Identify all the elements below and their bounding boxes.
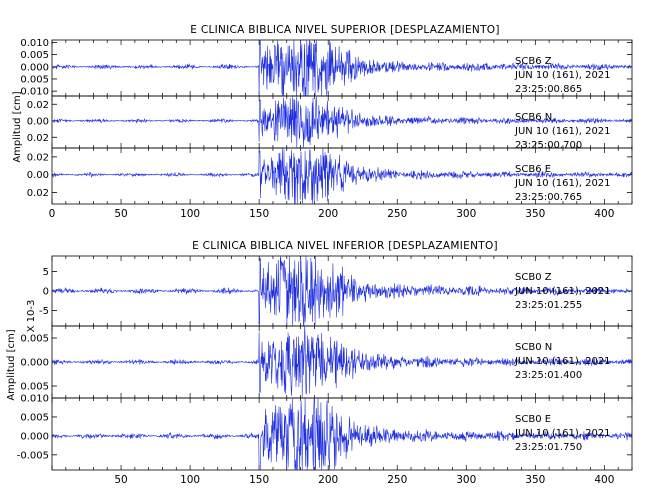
- waveform-trace: [51, 255, 633, 327]
- y-tick-label: 0.010: [20, 38, 49, 49]
- x-tick-label: 100: [180, 474, 200, 486]
- x-tick-label: 50: [114, 474, 127, 486]
- waveform-trace: [51, 397, 633, 471]
- y-tick-label: 0.00: [27, 116, 49, 127]
- y-tick-label: 0.02: [27, 188, 49, 199]
- upper-title: E CLINICA BIBLICA NIVEL SUPERIOR [DESPLA…: [190, 24, 500, 36]
- y-tick-label: 0.02: [27, 152, 49, 163]
- y-tick-label: 0.005: [20, 382, 49, 393]
- y-tick-label: 0.005: [20, 50, 49, 61]
- x-tick-label: 350: [525, 474, 545, 486]
- y-tick-label: 0: [43, 287, 49, 298]
- time-label: 23:25:01.750: [515, 442, 582, 453]
- station-label: SCB0 E: [515, 414, 551, 425]
- y-tick-label: 0.02: [27, 100, 49, 111]
- y-tick-label: 0.02: [27, 133, 49, 144]
- waveform-trace: [51, 147, 633, 205]
- y-tick-label: 0.005: [20, 74, 49, 85]
- date-label: JUN 10 (161), 2021: [514, 286, 611, 297]
- lower-ylabel: Amplitud [cm]: [6, 329, 17, 400]
- x-tick-label: 50: [114, 208, 127, 220]
- y-tick-label: 5: [43, 267, 49, 278]
- date-label: JUN 10 (161), 2021: [514, 126, 611, 137]
- x-tick-label: 300: [456, 474, 476, 486]
- y-tick-label: 0.005: [20, 412, 49, 423]
- y-tick-label: -0.005: [17, 450, 49, 461]
- date-label: JUN 10 (161), 2021: [514, 428, 611, 439]
- station-label: SCB6 E: [515, 164, 551, 175]
- waveform-trace: [51, 325, 633, 398]
- x-tick-label: 350: [525, 208, 545, 220]
- y-tick-label: 0.00: [27, 170, 49, 181]
- x-tick-label: 250: [387, 474, 407, 486]
- y-tick-label: 0.005: [20, 334, 49, 345]
- x-tick-label: 150: [249, 208, 269, 220]
- waveform-trace: [51, 39, 633, 97]
- x-tick-label: 150: [249, 474, 269, 486]
- time-label: 23:25:00.700: [515, 140, 582, 151]
- x-tick-label: 300: [456, 208, 476, 220]
- x-tick-label: 0: [49, 208, 56, 220]
- waveform-trace: [51, 95, 633, 149]
- lower-title: E CLINICA BIBLICA NIVEL INFERIOR [DESPLA…: [192, 240, 498, 252]
- station-label: SCB6 Z: [515, 56, 552, 67]
- y-tick-label: 0.010: [20, 87, 49, 98]
- station-label: SCB0 N: [515, 342, 552, 353]
- y-tick-label: 0.000: [20, 62, 49, 73]
- time-label: 23:25:00.865: [515, 84, 582, 95]
- x-tick-label: 400: [594, 474, 614, 486]
- x-tick-label: 250: [387, 208, 407, 220]
- x-tick-label: 200: [318, 474, 338, 486]
- station-label: SCB6 N: [515, 112, 552, 123]
- date-label: JUN 10 (161), 2021: [514, 356, 611, 367]
- time-label: 23:25:00.765: [515, 192, 582, 203]
- upper-ylabel: Amplitud [cm]: [12, 91, 23, 162]
- y-tick-label: 0.000: [20, 431, 49, 442]
- x-tick-label: 400: [594, 208, 614, 220]
- y-tick-label: 0.000: [20, 358, 49, 369]
- y-tick-label: 0.010: [20, 394, 49, 405]
- time-label: 23:25:01.400: [515, 370, 582, 381]
- station-label: SCB0 Z: [515, 272, 552, 283]
- y-tick-label: -5: [39, 306, 49, 317]
- x-tick-label: 100: [180, 208, 200, 220]
- lower-unit-note: X 10-3: [26, 300, 37, 333]
- time-label: 23:25:01.255: [515, 300, 582, 311]
- x-tick-label: 200: [318, 208, 338, 220]
- date-label: JUN 10 (161), 2021: [514, 70, 611, 81]
- date-label: JUN 10 (161), 2021: [514, 178, 611, 189]
